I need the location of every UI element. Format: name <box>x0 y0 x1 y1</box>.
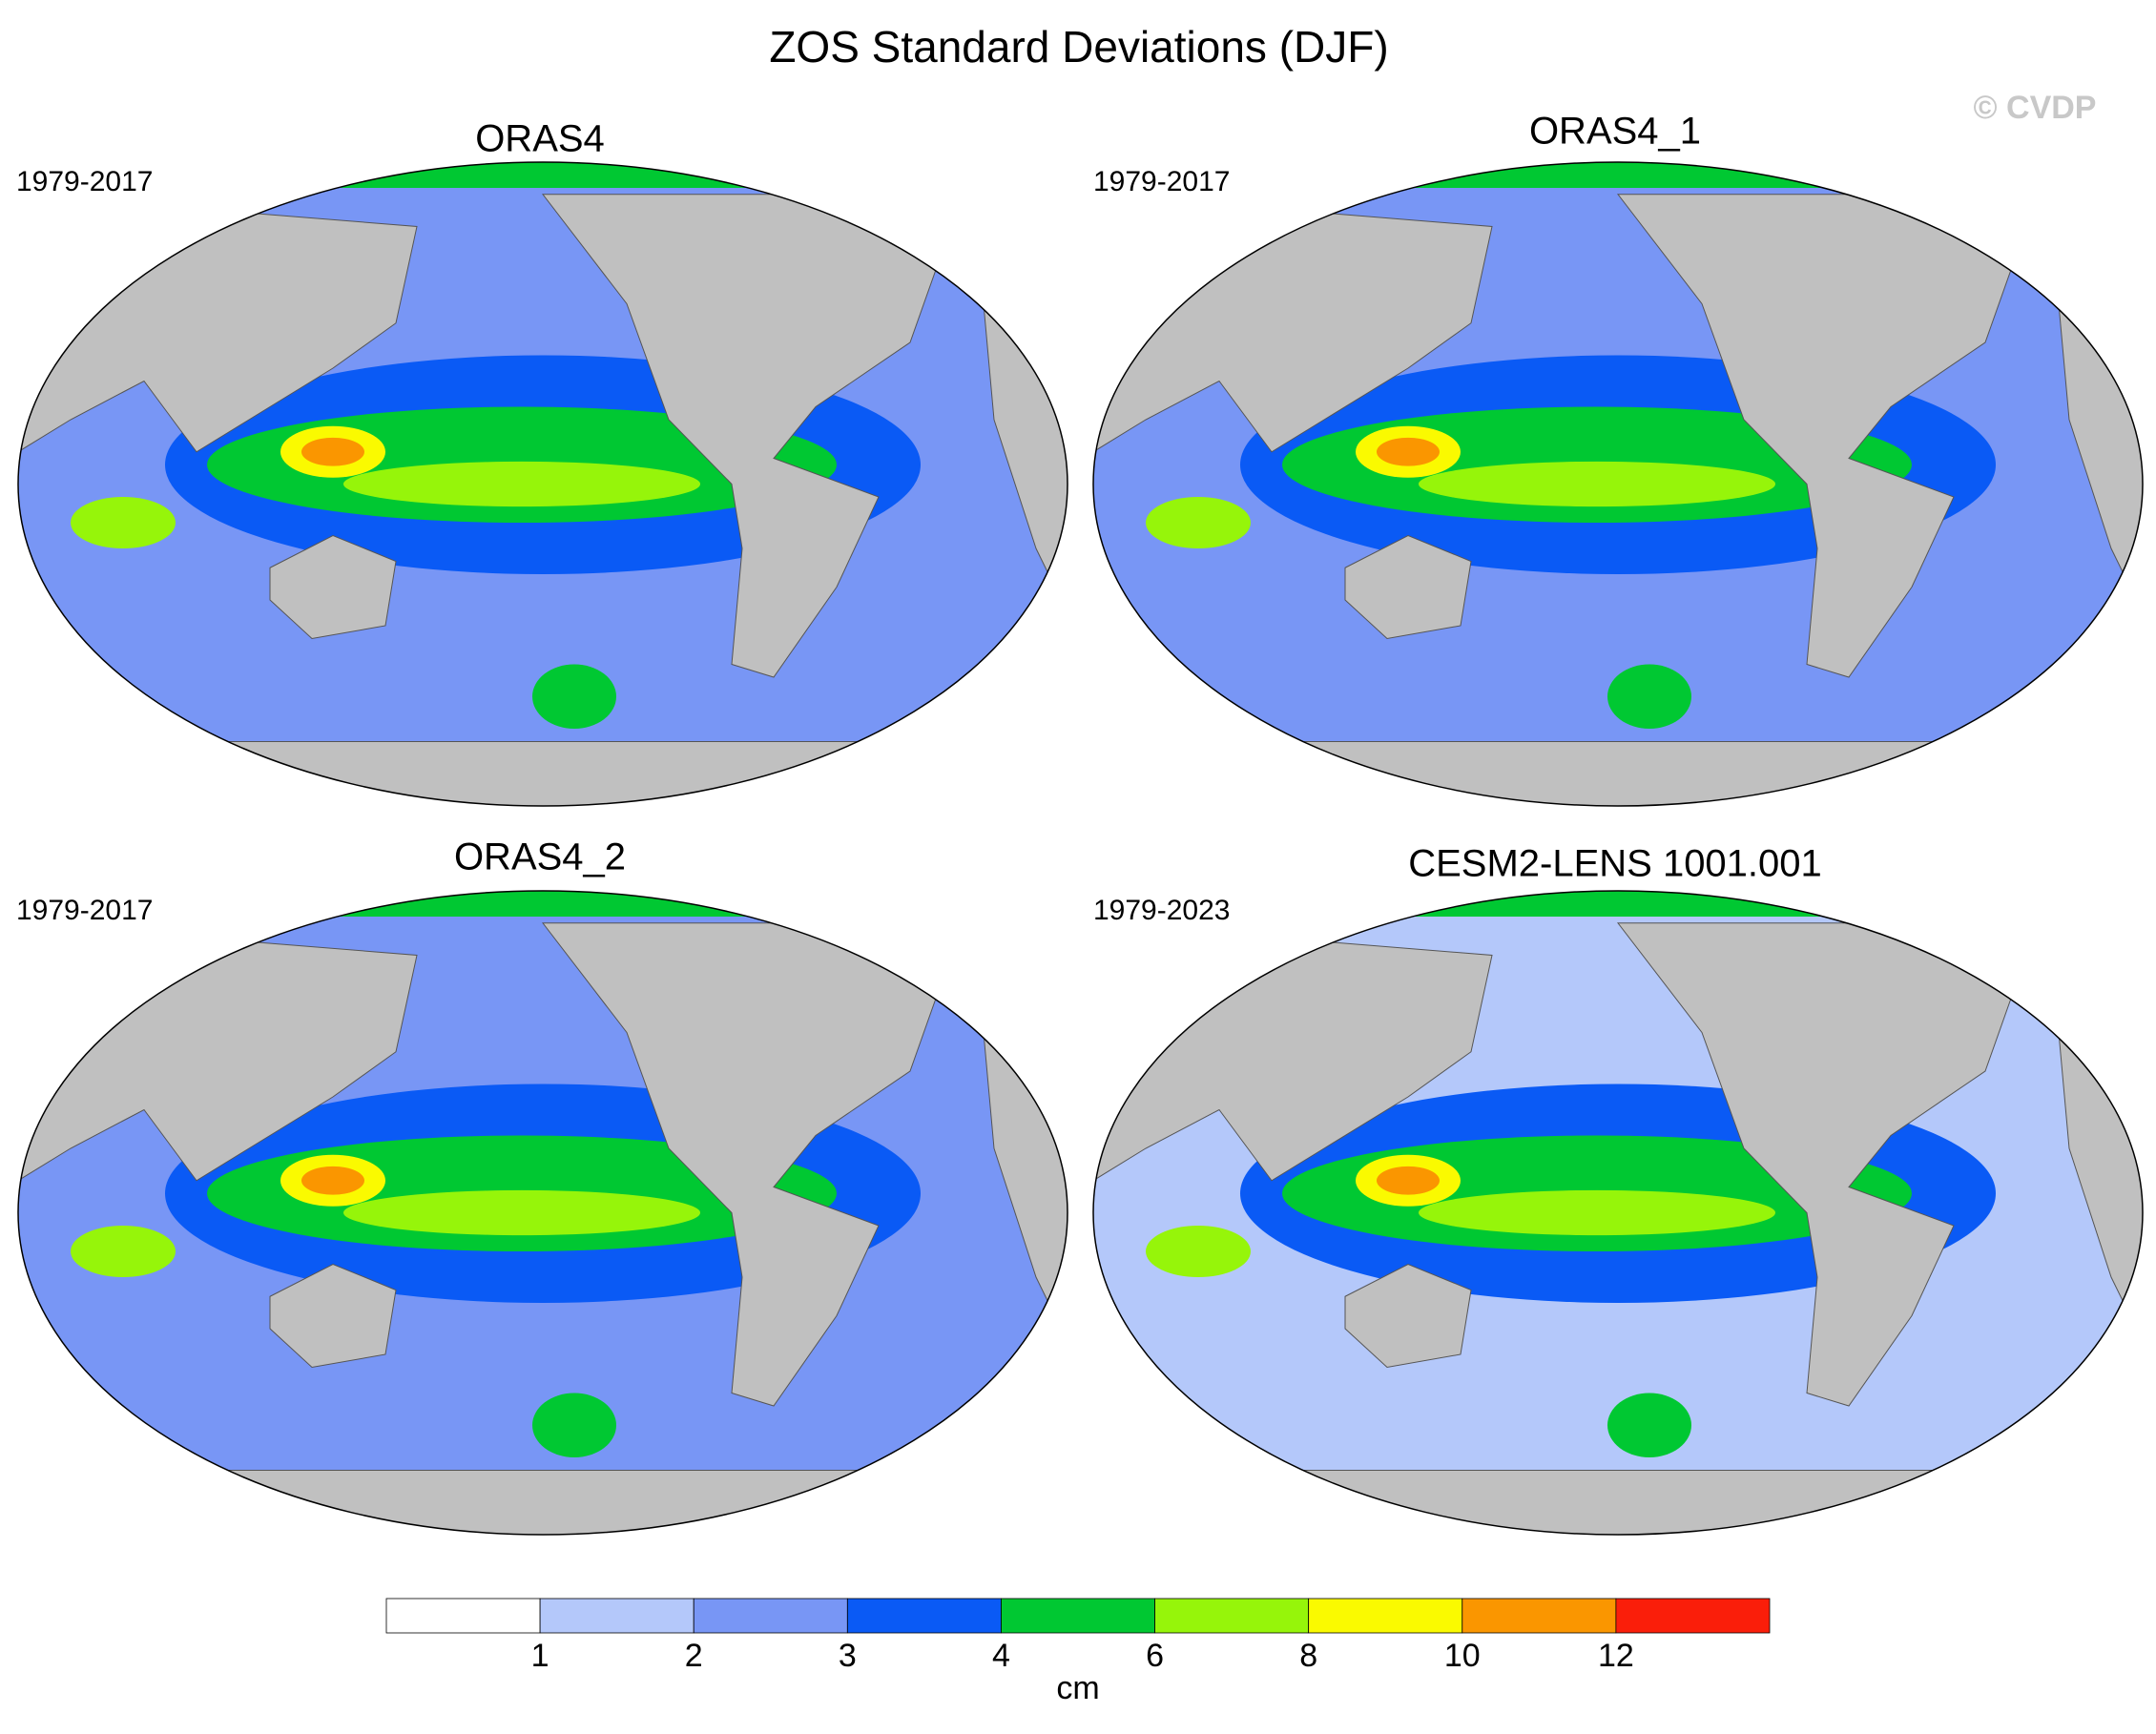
colorbar-box <box>1001 1598 1155 1634</box>
hotspot <box>1607 1393 1691 1457</box>
hotspot <box>1607 664 1691 729</box>
land-antarctica <box>18 1470 1068 1535</box>
colorbar-box <box>539 1598 694 1634</box>
land-australia <box>1344 1263 1472 1369</box>
figure-title: ZOS Standard Deviations (DJF) <box>769 22 1388 72</box>
land-americas <box>1616 922 2039 1407</box>
colorbar-tick-label: 2 <box>685 1638 703 1674</box>
map <box>1093 162 2143 806</box>
hotspot <box>71 1226 176 1277</box>
panel-title: ORAS4_1 <box>1529 111 1701 153</box>
colorbar-label: cm <box>1056 1670 1099 1706</box>
panel-period: 1979-2017 <box>16 895 153 926</box>
outline <box>17 161 1068 807</box>
land-antarctica <box>1093 1470 2143 1535</box>
colorbar-box <box>1462 1598 1617 1634</box>
colorbar-tick-label: 4 <box>992 1638 1010 1674</box>
land-antarctica <box>18 741 1068 806</box>
hotspot <box>1146 497 1251 548</box>
hotspot <box>1377 437 1440 466</box>
hotspot <box>301 1166 364 1195</box>
ocean-band <box>1419 461 1775 507</box>
map <box>18 891 1068 1535</box>
land-americas <box>541 194 964 678</box>
panel-period: 1979-2023 <box>1093 895 1230 926</box>
panel-title: CESM2-LENS 1001.001 <box>1408 843 1822 885</box>
panel-period: 1979-2017 <box>1093 166 1230 197</box>
land-australia <box>269 1263 397 1369</box>
colorbar-box <box>1308 1598 1463 1634</box>
ocean-band <box>343 1189 700 1236</box>
arctic <box>18 162 1068 188</box>
map <box>1093 891 2143 1535</box>
land-australia <box>1344 534 1472 640</box>
hotspot <box>71 497 176 548</box>
watermark: © CVDP <box>1974 90 2097 126</box>
hotspot <box>1146 1226 1251 1277</box>
colorbar-box <box>385 1598 541 1634</box>
arctic <box>18 891 1068 917</box>
land-americas <box>541 922 964 1407</box>
arctic <box>1093 891 2143 917</box>
hotspot <box>1377 1166 1440 1195</box>
outline <box>1092 161 2144 807</box>
colorbar-tick-label: 10 <box>1444 1638 1481 1674</box>
panel-title: ORAS4 <box>475 118 605 160</box>
colorbar-tick-label: 12 <box>1598 1638 1634 1674</box>
arctic <box>1093 162 2143 188</box>
ocean-band <box>343 461 700 507</box>
land-americas <box>1616 194 2039 678</box>
colorbar-tick-label: 6 <box>1146 1638 1164 1674</box>
land-australia <box>269 534 397 640</box>
colorbar-tick-label: 8 <box>1299 1638 1317 1674</box>
outline <box>17 890 1068 1536</box>
outline <box>1092 890 2144 1536</box>
hotspot <box>301 437 364 466</box>
colorbar-box <box>1615 1598 1771 1634</box>
hotspot <box>532 664 616 729</box>
map <box>18 162 1068 806</box>
ocean-band <box>1419 1189 1775 1236</box>
colorbar-tick-label: 3 <box>839 1638 857 1674</box>
panel-period: 1979-2017 <box>16 166 153 197</box>
colorbar-tick-label: 1 <box>531 1638 549 1674</box>
land-antarctica <box>1093 741 2143 806</box>
colorbar-box <box>693 1598 848 1634</box>
colorbar-box <box>846 1598 1002 1634</box>
panel-title: ORAS4_2 <box>454 836 626 878</box>
hotspot <box>532 1393 616 1457</box>
colorbar-box <box>1154 1598 1310 1634</box>
